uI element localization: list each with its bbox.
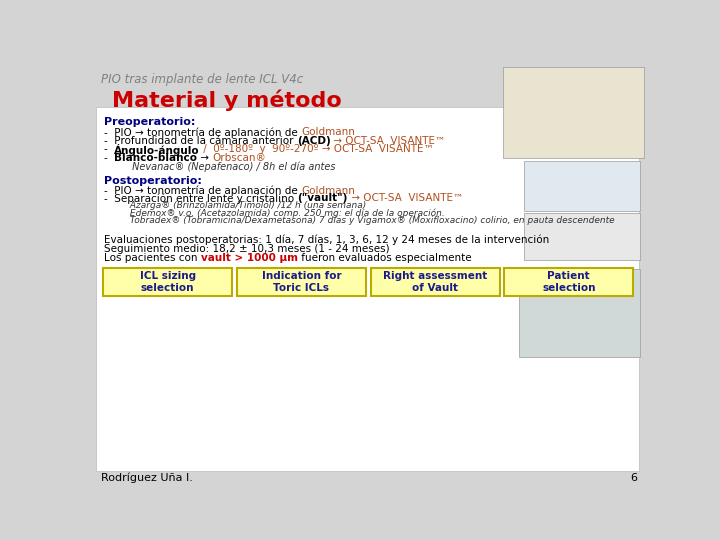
FancyBboxPatch shape (503, 67, 644, 158)
Text: -: - (104, 153, 114, 163)
FancyBboxPatch shape (96, 107, 639, 471)
Text: Right assessment
of Vault: Right assessment of Vault (383, 271, 487, 293)
Text: -: - (104, 144, 114, 154)
FancyBboxPatch shape (103, 268, 233, 296)
Text: Blanco-blanco: Blanco-blanco (114, 153, 197, 163)
Text: ICL sizing
selection: ICL sizing selection (140, 271, 196, 293)
Text: fueron evaluados especialmente: fueron evaluados especialmente (297, 253, 472, 264)
FancyBboxPatch shape (518, 269, 640, 357)
Text: Material y método: Material y método (112, 90, 341, 111)
Text: Indication for
Toric ICLs: Indication for Toric ICLs (261, 271, 341, 293)
Text: Tobradex® (Tobramicina/Dexametasona) 7 días y Vigamox® (Moxifloxacino) colirio, : Tobradex® (Tobramicina/Dexametasona) 7 d… (104, 217, 615, 226)
FancyBboxPatch shape (237, 268, 366, 296)
Text: PIO tras implante de lente ICL V4c: PIO tras implante de lente ICL V4c (101, 72, 303, 85)
Text: Patient
selection: Patient selection (542, 271, 595, 293)
Text: (ACD): (ACD) (297, 136, 330, 146)
Text: Los pacientes con: Los pacientes con (104, 253, 201, 264)
Text: -  PIO → tonometría de aplanación de: - PIO → tonometría de aplanación de (104, 127, 301, 138)
Text: -  Profundidad de la cámara anterior: - Profundidad de la cámara anterior (104, 136, 297, 146)
Text: → OCT-SA  VISANTE™: → OCT-SA VISANTE™ (348, 193, 463, 204)
Text: -  Separación entre lente y cristalino: - Separación entre lente y cristalino (104, 193, 297, 204)
Text: Nevanac® (Nepafenaco) / 8h el día antes: Nevanac® (Nepafenaco) / 8h el día antes (104, 161, 336, 172)
Text: → OCT-SA  VISANTE™: → OCT-SA VISANTE™ (330, 136, 446, 146)
Text: Ángulo-ángulo: Ángulo-ángulo (114, 144, 200, 156)
FancyBboxPatch shape (371, 268, 500, 296)
Text: Evaluaciones postoperatorias: 1 día, 7 días, 1, 3, 6, 12 y 24 meses de la interv: Evaluaciones postoperatorias: 1 día, 7 d… (104, 235, 549, 246)
FancyBboxPatch shape (524, 213, 640, 260)
Text: ("vault"): ("vault") (297, 193, 348, 204)
Text: -  PIO → tonometría de aplanación de: - PIO → tonometría de aplanación de (104, 186, 301, 196)
Text: Azarga® (Brinzolamida/Timolol) /12 h (una semana): Azarga® (Brinzolamida/Timolol) /12 h (un… (104, 201, 366, 210)
Text: Preoperatorio:: Preoperatorio: (104, 117, 195, 127)
Text: /  0º-180º  y  90º-270º → OCT-SA  VISANTE™: / 0º-180º y 90º-270º → OCT-SA VISANTE™ (200, 144, 433, 154)
FancyBboxPatch shape (504, 268, 634, 296)
Text: 6: 6 (630, 473, 637, 483)
Text: Seguimiento medio: 18,2 ± 10,3 meses (1 - 24 meses): Seguimiento medio: 18,2 ± 10,3 meses (1 … (104, 244, 390, 254)
Text: Orbscan®: Orbscan® (212, 153, 266, 163)
FancyBboxPatch shape (524, 161, 640, 211)
Text: Rodríguez Uña I.: Rodríguez Uña I. (101, 473, 193, 483)
Text: Goldmann: Goldmann (301, 127, 355, 137)
Text: vault > 1000 μm: vault > 1000 μm (201, 253, 297, 264)
Text: Goldmann: Goldmann (301, 186, 355, 195)
Text: Postoperatorio:: Postoperatorio: (104, 176, 202, 186)
Text: →: → (197, 153, 212, 163)
Text: Edemox® v.o. (Acetazolamida) comp. 250 mg: el día de la operación.: Edemox® v.o. (Acetazolamida) comp. 250 m… (104, 209, 445, 218)
